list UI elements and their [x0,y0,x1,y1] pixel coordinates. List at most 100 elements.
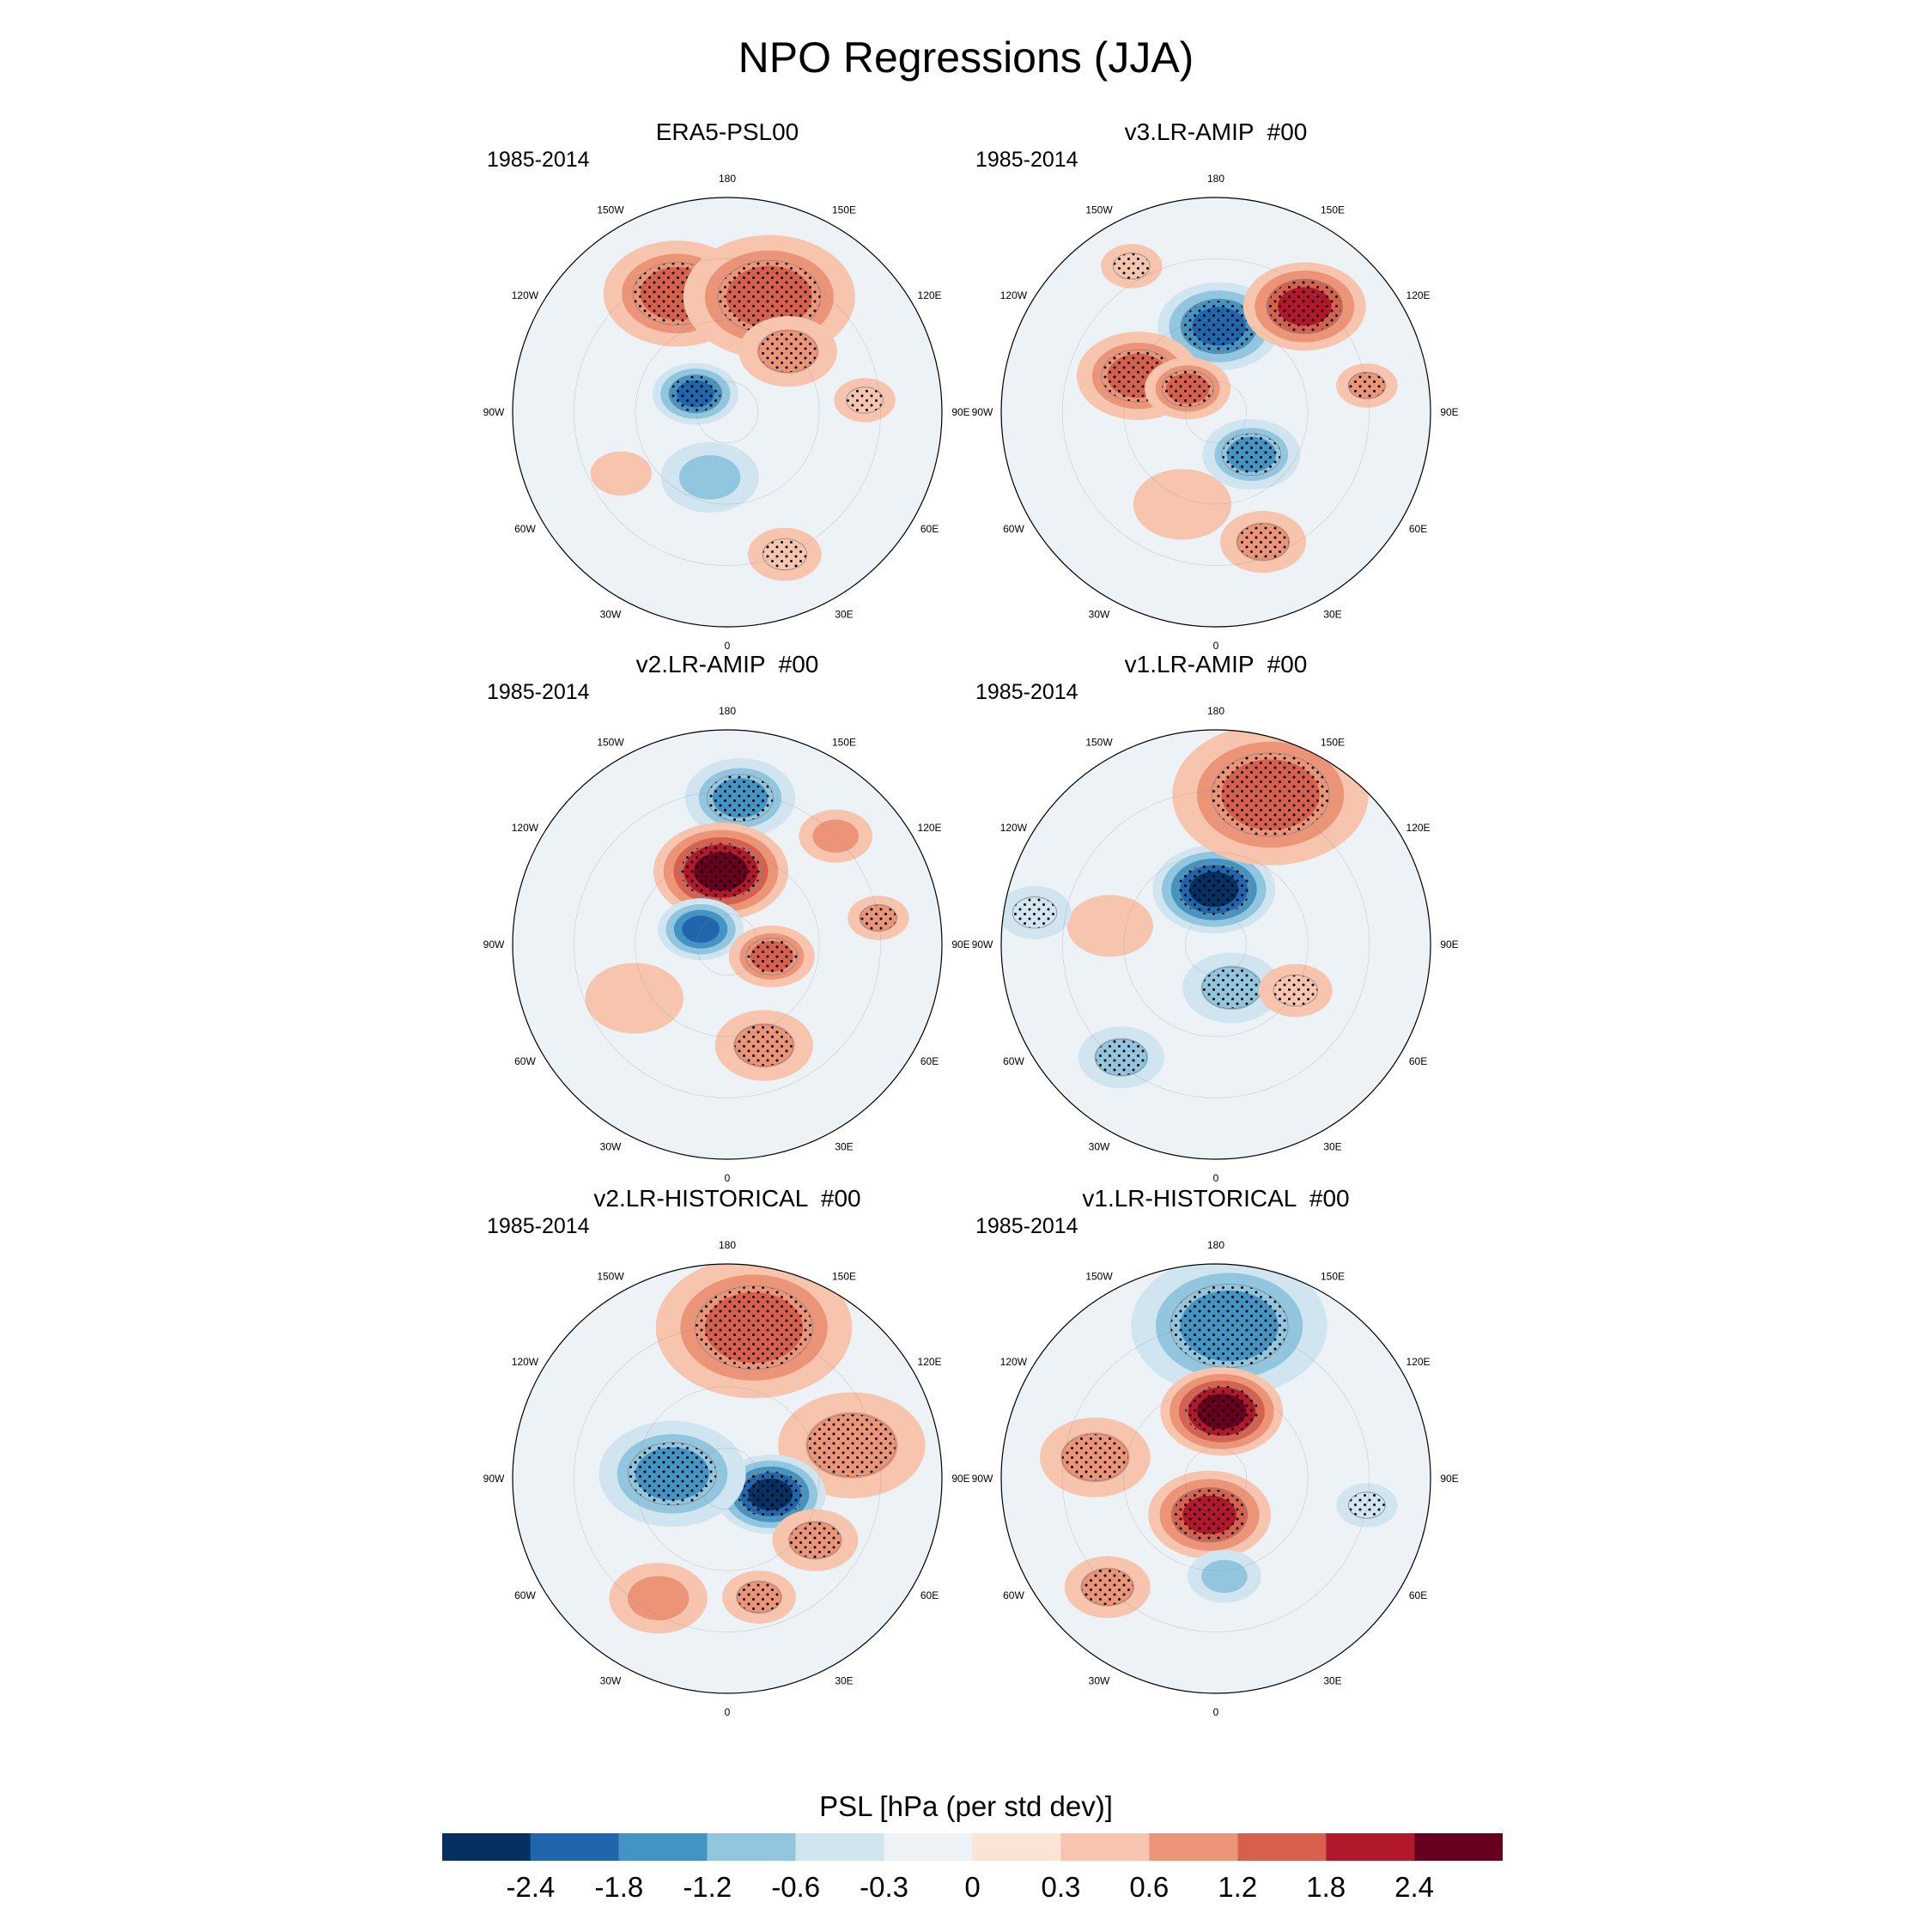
panel-title: v1.LR-AMIP #00 [1124,651,1308,677]
colorbar-swatch [1060,1833,1150,1861]
anomaly-center [590,451,652,496]
longitude-label: 0 [725,1172,731,1184]
colorbar-swatch [1237,1833,1327,1861]
longitude-label: 90E [1440,406,1458,418]
longitude-label: 120W [1000,822,1028,834]
anomaly-center [598,1420,746,1528]
longitude-label: 150W [1085,204,1113,216]
latitude-circle [1184,380,1248,444]
anomaly-center [772,1509,859,1571]
colorbar-tick-label: 2.4 [1394,1871,1434,1903]
significance-stipple [1348,372,1386,399]
anomaly-center [1040,1417,1151,1498]
longitude-label: 60W [1003,1589,1024,1601]
longitude-label: 180 [719,705,736,717]
polar-map: 180 150E 120E 90E 60E 30E 0 30W 60W 90W 120W 150W [483,173,970,652]
polar-map: 180 150E 120E 90E 60E 30E 0 30W 60W 90W 120W 150W [972,705,1459,1184]
longitude-label: 90W [972,406,993,418]
significance-stipple [734,1024,794,1067]
longitude-label: 60E [1409,1055,1427,1067]
significance-stipple [695,1285,813,1370]
latitude-circle [574,258,881,566]
anomaly-center [585,963,683,1034]
longitude-label: 30W [600,1675,622,1687]
anomaly-center [1131,1264,1327,1397]
longitude-label: 30W [1089,1141,1110,1153]
contour-fill [812,819,860,854]
panel-v2-amip: v2.LR-AMIP #00 1985-2014 180 150E 120E 90E 6… [483,651,970,1185]
polar-map: 180 150E 120E 90E 60E 30E 0 30W 60W 90W 120W 150W [972,1239,1459,1718]
significance-stipple [745,938,799,975]
anomaly-center [1145,357,1231,420]
longitude-label: 60W [514,1589,536,1601]
anomaly-center [1064,1556,1151,1619]
panel-title: ERA5-PSL00 [655,118,799,145]
latitude-circle [1062,791,1370,1098]
latitude-circle [1184,1447,1248,1510]
colorbar-swatch [530,1833,619,1861]
longitude-label: 60E [1409,523,1427,535]
colorbar-tick-label: 0.3 [1041,1871,1080,1903]
colorbar-swatch [442,1833,531,1861]
longitude-label: 150E [1321,1270,1345,1282]
longitude-label: 90W [972,1473,993,1485]
contour-fill [1133,469,1232,540]
longitude-label: 150W [597,1270,624,1282]
significance-stipple [669,374,722,413]
latitude-circle [1123,852,1309,1037]
significance-stipple [1201,966,1262,1010]
colorbar-tick-label: 0.6 [1129,1871,1169,1903]
anomaly-center [714,1010,813,1081]
colorbar: -2.4 -1.8 -1.2 -0.6 -0.3 0 0.3 0.6 1.2 1.8 2.4 [442,1833,1503,1903]
significance-stipple [788,1522,841,1559]
longitude-label: 120E [918,1356,942,1368]
significance-stipple [628,1442,717,1506]
anomaly-center [1258,963,1333,1018]
significance-stipple [1184,1384,1260,1438]
longitude-label: 150E [832,736,856,748]
latitude-circle [635,319,820,505]
significance-stipple [1211,752,1330,837]
map-background [1001,197,1431,627]
contour-fill [590,451,652,496]
anomaly-center [658,898,744,961]
anomaly-center [1066,895,1153,957]
longitude-label: 60W [514,523,536,535]
latitude-circle [1123,319,1309,505]
map-border [512,1263,943,1694]
longitude-label: 60E [920,1055,939,1067]
colorbar-tick-label: -0.3 [860,1871,908,1903]
longitude-label: 30W [600,609,622,621]
longitude-label: 180 [1207,705,1224,717]
longitude-label: 150E [832,204,856,216]
anomaly-center [1078,1026,1164,1089]
significance-stipple [860,904,897,932]
longitude-label: 0 [1213,1172,1219,1184]
map-border [1000,1263,1431,1694]
longitude-label: 30W [1089,609,1110,621]
anomaly-center [660,441,759,513]
panel-title: v1.LR-HISTORICAL #00 [1082,1185,1350,1212]
panel-v1-amip: v1.LR-AMIP #00 1985-2014 180 150E 120E 90E 6… [972,651,1459,1185]
panel-v2-historical: v2.LR-HISTORICAL #00 1985-2014 180 150E 12… [483,1185,970,1719]
anomaly-center [1101,244,1163,289]
latitude-circle [696,913,759,976]
panel-period: 1985-2014 [487,680,590,704]
panel-v1-historical: v1.LR-HISTORICAL #00 1985-2014 180 150E 12… [972,1185,1459,1719]
significance-stipple [846,386,884,414]
longitude-label: 90E [1440,939,1458,951]
longitude-label: 90E [1440,1473,1458,1485]
anomaly-center [609,1563,708,1634]
colorbar-swatch [707,1833,796,1861]
longitude-label: 120E [1406,289,1431,301]
longitude-label: 120E [1406,1356,1431,1368]
anomaly-center [848,896,909,940]
longitude-label: 150E [1321,736,1345,748]
longitude-label: 150W [597,204,624,216]
anomaly-center [684,757,796,838]
longitude-label: 120E [1406,822,1431,834]
longitude-label: 60E [920,1589,939,1601]
significance-stipple [1172,1488,1247,1541]
colorbar-swatch [1414,1833,1503,1861]
anomaly-center [1182,952,1281,1024]
